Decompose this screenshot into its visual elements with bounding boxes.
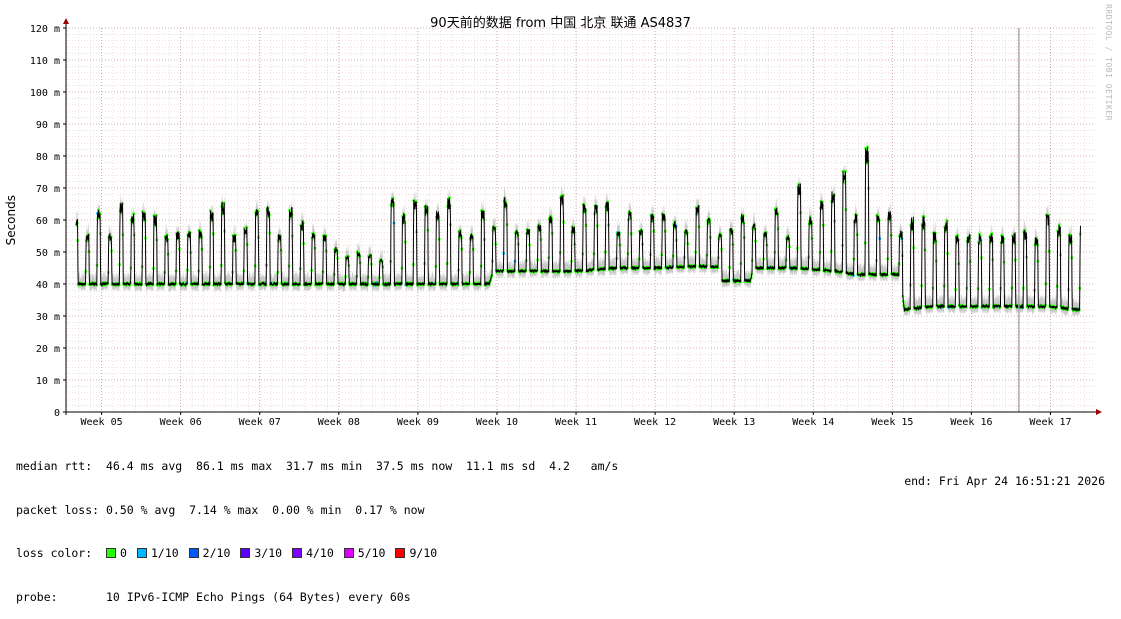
loss-color-swatch [240, 548, 251, 558]
x-tick-label: Week 10 [476, 417, 518, 428]
loss-marker-0 [797, 182, 800, 186]
x-axis-arrow [1096, 409, 1102, 415]
loss-color-text: 5/10 [357, 546, 386, 560]
loss-color-text: 9/10 [409, 546, 438, 560]
y-axis-arrow [63, 18, 69, 24]
loss-color-text: 2/10 [202, 546, 231, 560]
loss-marker-0 [153, 214, 156, 218]
end-timestamp: end: Fri Apr 24 16:51:21 2026 [904, 474, 1105, 488]
y-tick-label: 90 m [36, 120, 60, 131]
y-tick-label: 80 m [36, 152, 60, 163]
loss-marker-1-10 [96, 211, 99, 215]
x-tick-label: Week 07 [239, 417, 281, 428]
stats-legend: median rtt: 46.4 ms avg 86.1 ms max 31.7… [16, 430, 618, 619]
rtt-chart: 0 10 m 20 m 30 m 40 m 50 m 60 m 70 m 80 m 90 m 100… [30, 18, 1102, 428]
loss-color-text: 3/10 [254, 546, 283, 560]
loss-marker-0 [967, 237, 971, 241]
rrdtool-watermark: RRDTOOL / TOBI OETIKER [1104, 4, 1113, 121]
loss-marker-0 [956, 234, 959, 237]
y-tick-label: 50 m [36, 248, 60, 259]
x-tick-label: Week 11 [555, 417, 597, 428]
x-tick-label: Week 17 [1029, 417, 1071, 428]
loss-color-item: 5/10 [343, 546, 386, 560]
y-tick-label: 0 [54, 408, 60, 419]
loss-marker-0 [288, 208, 291, 212]
chart-title: 90天前的数据 from 中国 北京 联通 AS4837 [430, 16, 691, 31]
loss-marker-0 [853, 221, 857, 225]
loss-color-swatch [106, 548, 117, 558]
y-tick-label: 40 m [36, 280, 60, 291]
y-tick-label: 110 m [30, 56, 60, 67]
loss-marker-0 [990, 232, 993, 236]
loss-color-text: 1/10 [150, 546, 179, 560]
loss-marker-0 [876, 220, 880, 223]
loss-color-item: 2/10 [188, 546, 231, 560]
loss-color-item: 1/10 [136, 546, 179, 560]
y-tick-label: 120 m [30, 24, 60, 35]
median-rtt-series [75, 147, 1081, 313]
y-tick-label: 20 m [36, 344, 60, 355]
loss-marker-0 [120, 205, 123, 208]
loss-marker-0 [694, 206, 698, 209]
x-tick-label: Week 14 [792, 417, 834, 428]
chart-grid [66, 27, 1094, 413]
x-tick-labels: Week 05 Week 06 Week 07 Week 08 Week 09 Week … [81, 412, 1072, 428]
loss-color-legend: loss color: 0 1/10 2/10 3/10 4/10 5/10 9/10 [16, 546, 618, 561]
loss-marker-0 [922, 227, 925, 231]
y-tick-label: 60 m [36, 216, 60, 227]
loss-marker-0 [457, 229, 461, 233]
loss-color-item: 9/10 [395, 546, 437, 560]
loss-marker-0 [97, 208, 100, 212]
loss-color-label: loss color: [16, 546, 93, 560]
loss-marker-0 [1057, 223, 1061, 227]
x-tick-label: Week 05 [81, 417, 123, 428]
y-tick-label: 100 m [30, 88, 60, 99]
y-tick-labels: 0 10 m 20 m 30 m 40 m 50 m 60 m 70 m 80 m 90 m 100… [30, 24, 66, 419]
loss-marker-0 [607, 268, 611, 272]
loss-color-text: 0 [120, 546, 127, 560]
loss-marker-0 [448, 196, 451, 200]
loss-marker-0 [796, 185, 800, 188]
loss-color-swatch [188, 548, 199, 558]
loss-marker-0 [1047, 213, 1050, 217]
loss-marker-0 [866, 145, 869, 149]
x-tick-label: Week 09 [397, 417, 439, 428]
loss-color-item: 3/10 [240, 546, 282, 560]
x-tick-label: Week 12 [634, 417, 676, 428]
y-axis-label: Seconds [4, 195, 18, 246]
loss-color-text: 4/10 [306, 546, 334, 560]
loss-color-swatch [292, 548, 303, 558]
loss-marker-0 [1056, 229, 1059, 233]
loss-marker-0 [1035, 237, 1038, 240]
packet-loss-stats: packet loss: 0.50 % avg 7.14 % max 0.00 … [16, 502, 425, 517]
x-tick-label: Week 13 [713, 417, 755, 428]
loss-marker-0 [932, 241, 936, 245]
loss-color-swatch [395, 548, 406, 558]
x-tick-label: Week 15 [871, 417, 913, 428]
loss-color-swatch [136, 548, 147, 558]
chart-axes [63, 18, 1102, 415]
loss-marker-0 [844, 170, 847, 173]
y-tick-label: 30 m [36, 312, 60, 323]
y-tick-label: 70 m [36, 184, 60, 195]
x-tick-label: Week 08 [318, 417, 360, 428]
loss-color-swatch [343, 548, 354, 558]
median-rtt-stats: median rtt: 46.4 ms avg 86.1 ms max 31.7… [16, 459, 619, 473]
median-line [75, 147, 1081, 313]
loss-color-item: 4/10 [292, 546, 334, 560]
loss-marker-0 [132, 212, 135, 216]
loss-color-item: 0 [106, 546, 127, 560]
y-tick-label: 10 m [36, 376, 60, 387]
x-tick-label: Week 16 [950, 417, 992, 428]
x-tick-label: Week 06 [160, 417, 202, 428]
loss-marker-0 [582, 210, 585, 214]
probe-info: probe: 10 IPv6-ICMP Echo Pings (64 Bytes… [16, 589, 411, 604]
